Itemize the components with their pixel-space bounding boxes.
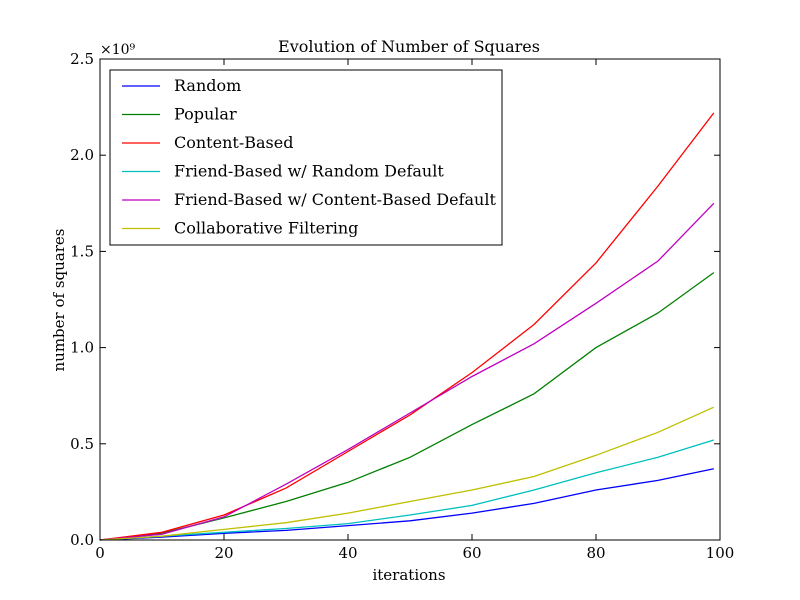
x-tick-label: 20	[214, 544, 233, 562]
series-lines	[99, 112, 715, 541]
y-tick-label: 2.5	[70, 50, 94, 68]
legend-box	[109, 69, 503, 246]
legend-label: Friend-Based w/ Content-Based Default	[174, 190, 496, 209]
series-line-friend-based-w-random-default	[99, 439, 714, 541]
x-tick-label: 40	[338, 544, 357, 562]
x-tick-label: 60	[462, 544, 481, 562]
y-tick-label: 2.0	[70, 146, 94, 164]
y-axis-multiplier: ×10⁹	[100, 42, 136, 58]
x-tick-label: 80	[586, 544, 605, 562]
plot-area	[99, 58, 721, 541]
y-axis-label: number of squares	[50, 229, 68, 372]
series-line-content-based	[99, 112, 715, 541]
x-axis-label: iterations	[372, 566, 445, 584]
y-tick-label: 0.5	[70, 435, 94, 453]
series-line-popular	[99, 272, 715, 541]
legend-label: Friend-Based w/ Random Default	[174, 162, 444, 181]
chart-title: Evolution of Number of Squares	[278, 37, 540, 56]
series-line-friend-based-w-content-based-default	[99, 202, 715, 541]
x-tick-label: 100	[706, 544, 735, 562]
series-line-collaborative-filtering	[99, 406, 715, 541]
legend-label: Collaborative Filtering	[174, 219, 358, 238]
y-tick-label: 0.0	[70, 531, 94, 549]
legend-label: Popular	[174, 105, 237, 124]
legend-label: Random	[174, 76, 241, 95]
legend: Random Popular Content-Based Friend-Based w…	[109, 69, 503, 246]
x-tick-label: 0	[95, 544, 105, 562]
y-tick-label: 1.5	[70, 242, 94, 260]
y-axis-ticks: 0.0 0.5 1.0 1.5 2.0 2.5	[70, 50, 720, 549]
legend-label: Content-Based	[174, 133, 293, 152]
series-line-random	[99, 468, 714, 541]
y-tick-label: 1.0	[70, 339, 94, 357]
